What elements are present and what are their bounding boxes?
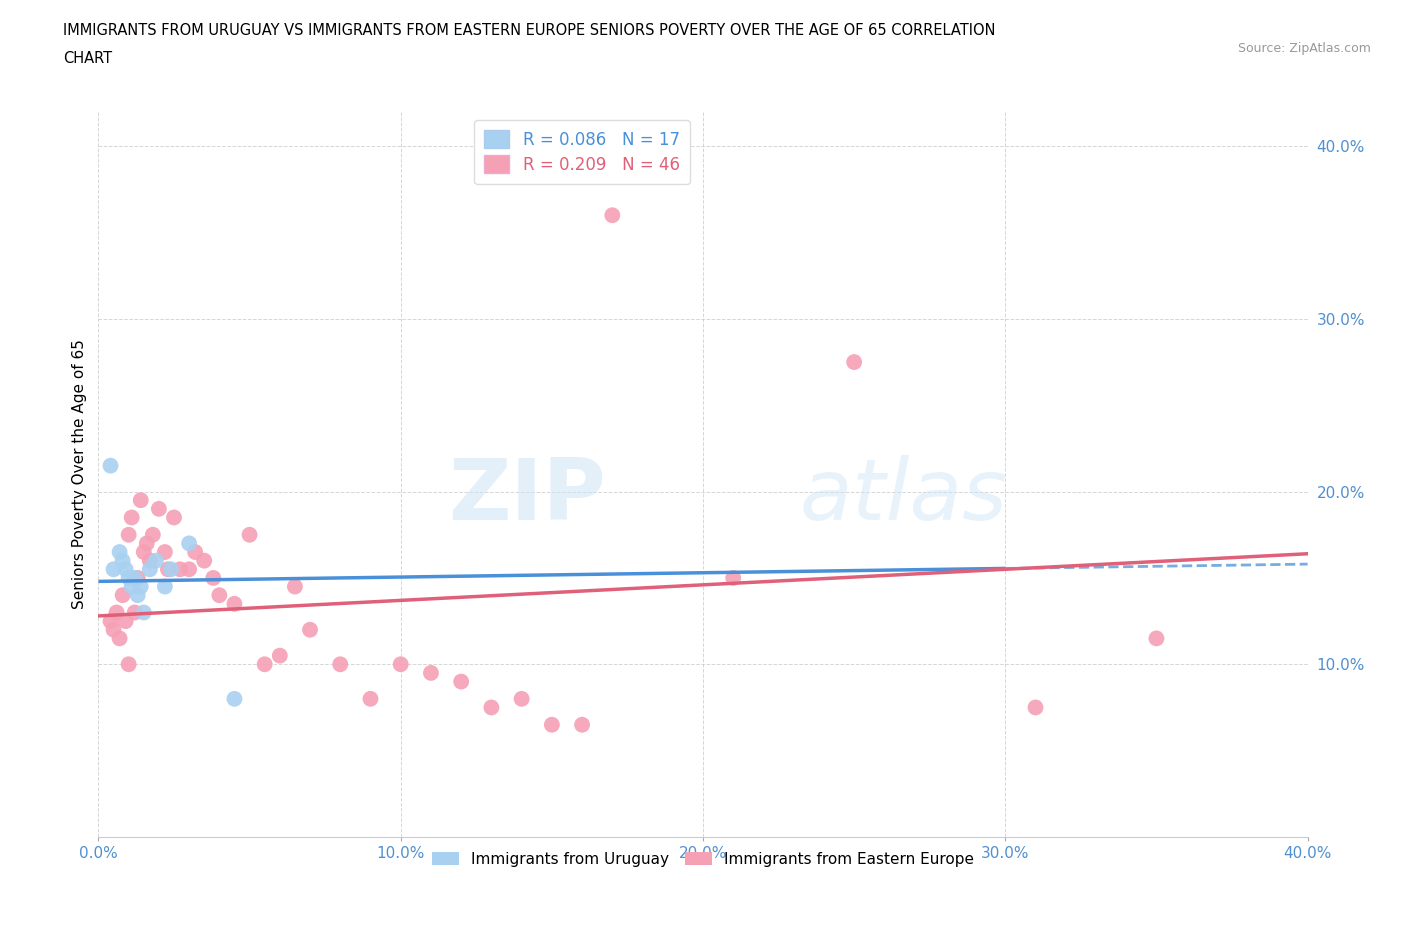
- Point: [844, 354, 866, 369]
- Point: [124, 570, 146, 585]
- Legend: Immigrants from Uruguay, Immigrants from Eastern Europe: Immigrants from Uruguay, Immigrants from…: [426, 845, 980, 873]
- Point: [103, 622, 125, 637]
- Point: [124, 605, 146, 620]
- Point: [1144, 631, 1167, 645]
- Point: [540, 717, 562, 732]
- Point: [111, 553, 134, 568]
- Point: [450, 674, 472, 689]
- Point: [184, 545, 207, 560]
- Point: [105, 605, 128, 620]
- Point: [114, 614, 136, 629]
- Text: CHART: CHART: [63, 51, 112, 66]
- Point: [1024, 700, 1046, 715]
- Point: [571, 717, 593, 732]
- Point: [602, 207, 624, 222]
- Text: Source: ZipAtlas.com: Source: ZipAtlas.com: [1237, 42, 1371, 55]
- Point: [132, 605, 155, 620]
- Point: [118, 570, 141, 585]
- Point: [284, 579, 307, 594]
- Point: [389, 657, 412, 671]
- Point: [121, 579, 143, 594]
- Point: [129, 493, 152, 508]
- Point: [299, 622, 322, 637]
- Point: [179, 562, 201, 577]
- Point: [103, 562, 125, 577]
- Point: [121, 510, 143, 525]
- Point: [145, 553, 167, 568]
- Y-axis label: Seniors Poverty Over the Age of 65: Seniors Poverty Over the Age of 65: [72, 339, 87, 609]
- Text: atlas: atlas: [800, 455, 1008, 538]
- Point: [329, 657, 352, 671]
- Point: [420, 666, 443, 681]
- Point: [139, 553, 162, 568]
- Point: [142, 527, 165, 542]
- Point: [202, 570, 225, 585]
- Point: [148, 501, 170, 516]
- Point: [100, 614, 122, 629]
- Point: [127, 570, 149, 585]
- Point: [153, 579, 176, 594]
- Point: [723, 570, 745, 585]
- Point: [224, 596, 246, 611]
- Text: ZIP: ZIP: [449, 455, 606, 538]
- Point: [208, 588, 231, 603]
- Point: [224, 691, 246, 706]
- Point: [163, 510, 186, 525]
- Point: [111, 588, 134, 603]
- Point: [108, 545, 131, 560]
- Point: [132, 545, 155, 560]
- Point: [239, 527, 262, 542]
- Point: [118, 527, 141, 542]
- Point: [269, 648, 291, 663]
- Point: [127, 588, 149, 603]
- Point: [135, 536, 157, 551]
- Point: [179, 536, 201, 551]
- Point: [100, 458, 122, 473]
- Point: [153, 545, 176, 560]
- Point: [169, 562, 191, 577]
- Point: [139, 562, 162, 577]
- Point: [253, 657, 276, 671]
- Point: [118, 657, 141, 671]
- Point: [193, 553, 215, 568]
- Point: [156, 562, 179, 577]
- Point: [160, 562, 183, 577]
- Point: [481, 700, 503, 715]
- Point: [510, 691, 533, 706]
- Point: [114, 562, 136, 577]
- Point: [129, 579, 152, 594]
- Text: IMMIGRANTS FROM URUGUAY VS IMMIGRANTS FROM EASTERN EUROPE SENIORS POVERTY OVER T: IMMIGRANTS FROM URUGUAY VS IMMIGRANTS FR…: [63, 23, 995, 38]
- Point: [360, 691, 382, 706]
- Point: [108, 631, 131, 645]
